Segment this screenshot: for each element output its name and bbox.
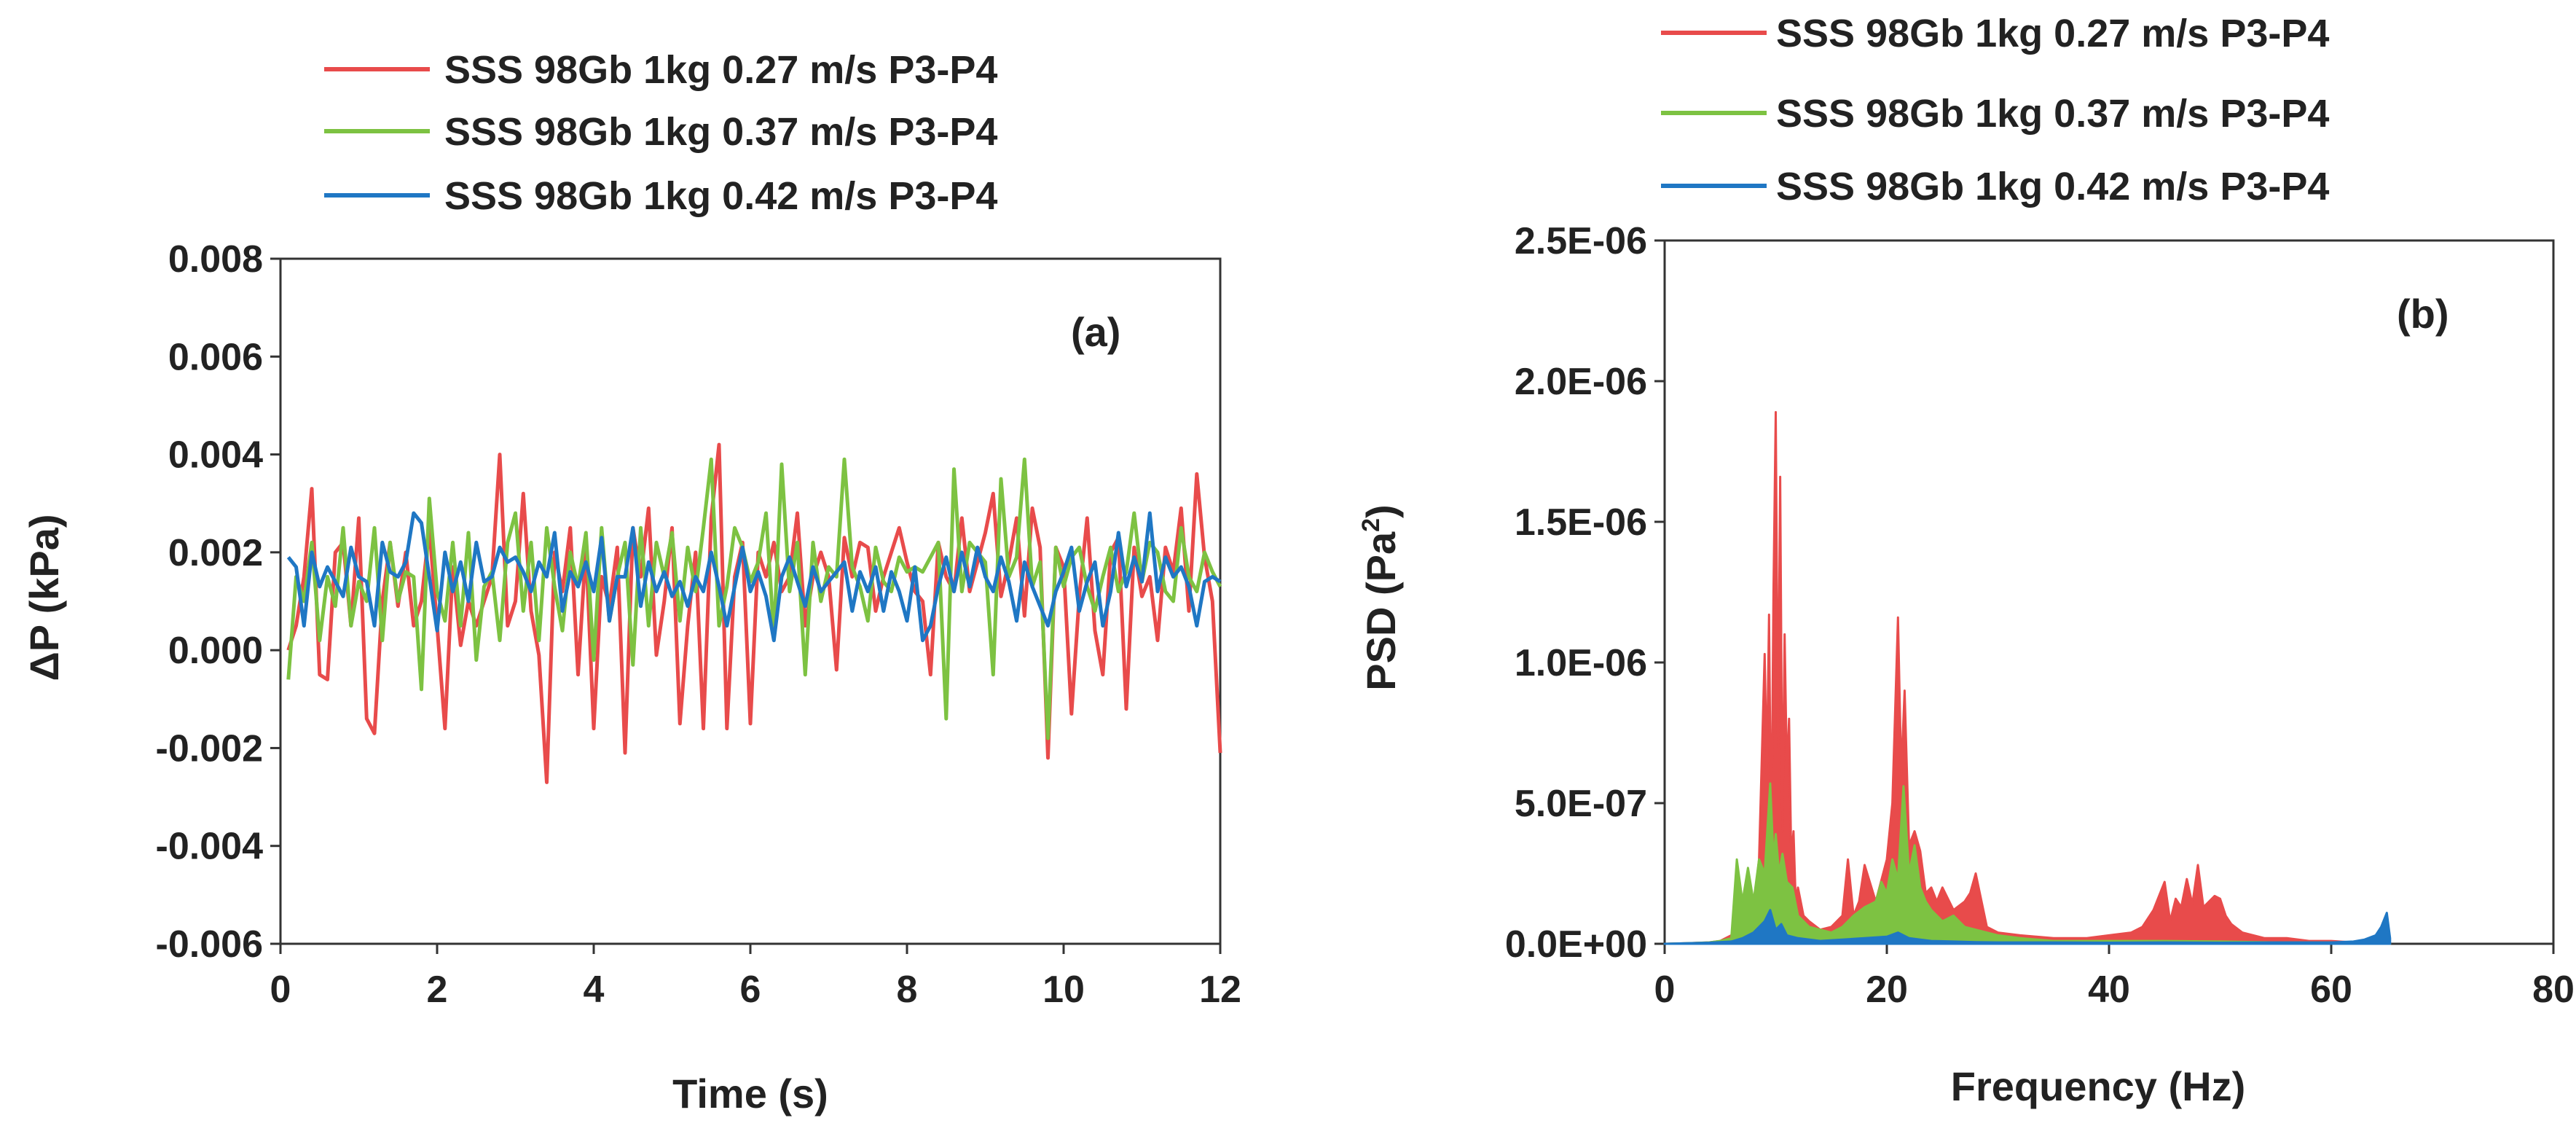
x-tick-label: 12 bbox=[1199, 969, 1241, 1011]
plot-area-b bbox=[1663, 239, 2555, 945]
x-axis-b: 0 20 40 60 80 bbox=[1654, 944, 2575, 1011]
y-tick-label: 0.004 bbox=[168, 434, 263, 477]
x-tick-label: 40 bbox=[2088, 969, 2130, 1011]
y-axis-title-b: PSD (Pa2) bbox=[1357, 504, 1404, 690]
legend-b-label-1: SSS 98Gb 1kg 0.37 m/s P3-P4 bbox=[1776, 92, 2329, 136]
legend-b-label-0: SSS 98Gb 1kg 0.27 m/s P3-P4 bbox=[1776, 12, 2329, 55]
x-tick-label: 0 bbox=[270, 969, 291, 1011]
series-b-0-area bbox=[1663, 411, 2392, 945]
x-tick-label: 0 bbox=[1654, 969, 1676, 1011]
y-tick-label: -0.006 bbox=[156, 923, 263, 966]
legend-a-label-2: SSS 98Gb 1kg 0.42 m/s P3-P4 bbox=[444, 174, 997, 218]
y-tick-label: 1.0E-06 bbox=[1515, 642, 1647, 684]
x-tick-label: 6 bbox=[740, 969, 761, 1011]
y-axis-title-a: ΔP (kPa) bbox=[21, 514, 67, 681]
y-tick-label: 0.008 bbox=[168, 238, 263, 281]
y-tick-label: 1.5E-06 bbox=[1515, 501, 1647, 544]
legend-b-label-2: SSS 98Gb 1kg 0.42 m/s P3-P4 bbox=[1776, 165, 2329, 208]
series-a-0-line bbox=[286, 442, 1222, 784]
x-tick-label: 80 bbox=[2532, 969, 2575, 1011]
x-axis-title-a: Time (s) bbox=[672, 1071, 828, 1117]
x-tick-label: 8 bbox=[897, 969, 918, 1011]
y-tick-label: -0.004 bbox=[156, 826, 264, 868]
legend-a: SSS 98Gb 1kg 0.27 m/s P3-P4 SSS 98Gb 1kg… bbox=[324, 48, 997, 218]
y-tick-label: -0.002 bbox=[156, 727, 263, 770]
y-axis-b: 0.0E+00 5.0E-07 1.0E-06 1.5E-06 2.0E-06 2.5E-… bbox=[1505, 220, 1665, 966]
series-a-2-line bbox=[286, 511, 1222, 643]
series-b-1-area bbox=[1663, 782, 2392, 945]
y-axis-a: -0.006 -0.004 -0.002 0.000 0.002 0.004 0.006 0.… bbox=[156, 238, 280, 966]
y-axis-title-b-suffix: ) bbox=[1358, 504, 1404, 518]
y-axis-title-b-sup: 2 bbox=[1357, 518, 1385, 532]
legend-a-label-1: SSS 98Gb 1kg 0.37 m/s P3-P4 bbox=[444, 110, 997, 154]
chart-b: SSS 98Gb 1kg 0.27 m/s P3-P4 SSS 98Gb 1kg… bbox=[1357, 12, 2575, 1109]
x-axis-a: 0 2 4 6 8 10 12 bbox=[270, 944, 1241, 1011]
y-tick-label: 0.0E+00 bbox=[1505, 923, 1647, 966]
legend-b: SSS 98Gb 1kg 0.27 m/s P3-P4 SSS 98Gb 1kg… bbox=[1661, 12, 2329, 208]
panel-label-b: (b) bbox=[2397, 291, 2449, 337]
series-group-a bbox=[286, 442, 1222, 784]
chart-a: SSS 98Gb 1kg 0.27 m/s P3-P4 SSS 98Gb 1kg… bbox=[21, 48, 1241, 1117]
series-a-1-line bbox=[286, 457, 1222, 740]
y-tick-label: 5.0E-07 bbox=[1515, 783, 1647, 825]
x-tick-label: 2 bbox=[427, 969, 448, 1011]
y-tick-label: 2.5E-06 bbox=[1515, 220, 1647, 262]
x-tick-label: 20 bbox=[1866, 969, 1908, 1011]
y-tick-label: 0.002 bbox=[168, 532, 263, 574]
y-tick-label: 0.000 bbox=[168, 630, 263, 672]
x-axis-title-b: Frequency (Hz) bbox=[1951, 1063, 2246, 1109]
series-group-b bbox=[1663, 411, 2392, 945]
legend-a-label-0: SSS 98Gb 1kg 0.27 m/s P3-P4 bbox=[444, 48, 997, 92]
panel-label-a: (a) bbox=[1071, 309, 1120, 355]
y-tick-label: 0.006 bbox=[168, 336, 263, 378]
y-tick-label: 2.0E-06 bbox=[1515, 361, 1647, 403]
x-tick-label: 4 bbox=[584, 969, 605, 1011]
x-tick-label: 60 bbox=[2310, 969, 2352, 1011]
series-b-2-area bbox=[1663, 909, 2392, 945]
y-axis-title-b-main: PSD (Pa bbox=[1358, 531, 1404, 691]
x-tick-label: 10 bbox=[1042, 969, 1085, 1011]
